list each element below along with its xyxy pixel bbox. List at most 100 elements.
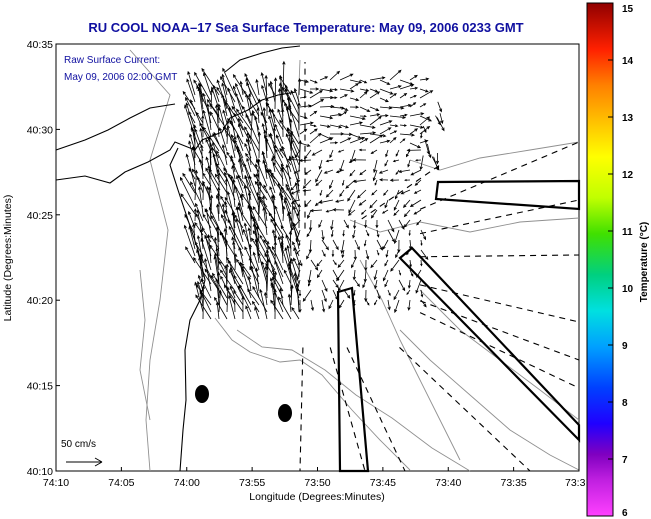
current-vector [339, 124, 350, 129]
plot-frame [55, 43, 580, 472]
current-vector [247, 227, 252, 243]
current-vector [224, 196, 236, 215]
current-vector [339, 111, 348, 117]
current-vector [409, 124, 425, 129]
current-vector [196, 176, 204, 194]
current-vector [297, 203, 301, 229]
current-vector [406, 148, 422, 153]
current-vector [420, 259, 423, 267]
current-vector [213, 255, 220, 285]
current-vector [359, 124, 376, 129]
current-vector [203, 72, 212, 96]
current-vector [238, 158, 244, 180]
current-vector [252, 206, 268, 229]
current-vector [272, 127, 277, 145]
current-vector [392, 159, 400, 163]
colorbar-tick-label: 10 [622, 284, 634, 295]
current-vector [235, 82, 244, 103]
current-vector [431, 156, 440, 171]
current-vector [280, 185, 292, 208]
current-vector [337, 149, 345, 153]
current-vector [376, 229, 380, 238]
colorbar-tick-label: 6 [622, 508, 628, 519]
current-vector [389, 124, 399, 128]
box-diagonal [398, 246, 581, 443]
box-south [336, 286, 370, 473]
current-vector [185, 246, 196, 264]
colorbar-tick-label: 12 [622, 170, 634, 181]
current-vector [329, 96, 338, 100]
current-vector [329, 179, 334, 190]
current-vector [299, 79, 310, 83]
current-vector [399, 103, 412, 108]
current-vector [311, 149, 323, 156]
current-vector [339, 189, 345, 197]
current-vector [297, 261, 301, 278]
current-vector [216, 194, 228, 222]
current-vector [299, 104, 313, 108]
current-vector [299, 259, 303, 267]
current-vector [241, 268, 252, 299]
current-vector [399, 83, 415, 90]
current-vector [197, 82, 204, 110]
current-vector [281, 166, 292, 194]
current-vector [352, 158, 367, 162]
current-vector [349, 115, 366, 121]
current-vector [349, 136, 366, 144]
depth-contour-4 [349, 217, 580, 233]
current-vector [257, 131, 261, 159]
current-vector [243, 90, 260, 117]
current-vector [362, 279, 367, 289]
current-vector [359, 169, 367, 176]
current-vector [318, 159, 323, 170]
current-vector [354, 279, 360, 288]
current-vector [402, 199, 411, 209]
current-vector [266, 101, 284, 131]
current-vector [335, 169, 345, 174]
current-vector [286, 106, 292, 131]
current-vector [351, 259, 356, 269]
current-vector [184, 213, 196, 236]
current-vector [337, 279, 345, 292]
current-vector [282, 205, 286, 222]
current-vector [257, 196, 276, 222]
current-vector [211, 86, 220, 110]
current-vector [206, 103, 212, 131]
current-vectors [180, 60, 445, 320]
current-vector [208, 149, 212, 180]
colorbar-ticks: 15 14 13 12 11 10 9 8 7 6 [608, 2, 634, 519]
current-vector [419, 103, 427, 108]
current-vector [352, 269, 356, 281]
current-vector [254, 238, 260, 264]
current-vector [191, 146, 204, 166]
current-vector [347, 209, 356, 216]
current-vector [228, 294, 236, 320]
current-vector [281, 145, 292, 173]
current-vector [342, 229, 345, 237]
current-vector [364, 289, 368, 303]
current-vector [245, 113, 260, 145]
current-vector [319, 88, 334, 93]
current-vector [205, 167, 220, 194]
current-vector [399, 124, 407, 127]
current-vector [302, 289, 312, 302]
current-vector [369, 134, 384, 144]
current-vector [379, 120, 393, 126]
current-vector [359, 91, 368, 99]
current-vector [330, 229, 334, 238]
current-vector [339, 94, 348, 99]
current-vector [250, 265, 260, 299]
current-vector [329, 70, 341, 81]
current-vector [262, 206, 268, 236]
current-vector [343, 289, 351, 299]
current-vector [439, 113, 444, 125]
current-vector [384, 259, 389, 267]
current-vector [420, 249, 429, 261]
current-vector [212, 84, 220, 103]
annotation-line-2: May 09, 2006 02:00 GMT [64, 72, 177, 83]
y-axis-ticks: 40:35 40:30 40:25 40:20 40:15 40:10 [27, 39, 60, 478]
current-vector [287, 293, 292, 313]
current-vector [270, 299, 284, 320]
scale-arrow [66, 457, 103, 467]
current-vector [227, 87, 236, 110]
